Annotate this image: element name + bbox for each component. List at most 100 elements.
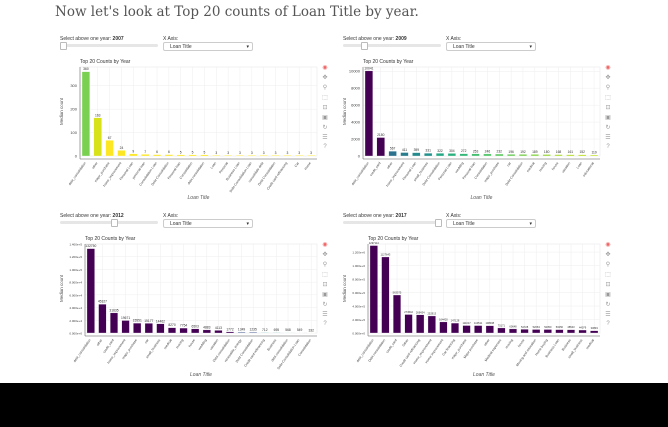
bar-value-label: 110511 [474, 321, 483, 325]
bar [214, 330, 223, 334]
x-tick-label: Business [266, 338, 277, 352]
bar-value-label: 6 [168, 150, 170, 154]
tap-icon[interactable]: ☰ [605, 135, 611, 141]
bar-value-label: 1127643 [380, 252, 390, 256]
reset-icon[interactable]: ↻ [605, 302, 611, 308]
bar [485, 325, 494, 334]
chart-panel-2007: Select above one year: 2007 X Axis: Loan T… [55, 34, 333, 206]
slider-handle[interactable] [110, 219, 118, 227]
box-select-icon[interactable]: ⊡ [605, 105, 611, 111]
y-tick-label: 2000 [351, 137, 361, 142]
tap-icon[interactable]: ☰ [322, 312, 328, 318]
box-zoom-icon[interactable]: ⬚ [605, 95, 611, 101]
year-slider[interactable] [60, 219, 158, 227]
x-axis-select[interactable]: Loan Title [163, 219, 253, 229]
x-tick-label: house [551, 161, 560, 171]
bar-value-label: 712 [262, 328, 268, 332]
bokeh-logo-icon[interactable]: ◉ [322, 242, 328, 248]
bar [93, 117, 102, 157]
x-tick-label: moving [175, 338, 184, 349]
reset-icon[interactable]: ↻ [605, 125, 611, 131]
help-icon[interactable]: ? [606, 144, 610, 150]
bokeh-logo-icon[interactable]: ◉ [605, 242, 611, 248]
bar [235, 155, 245, 157]
bar [566, 154, 575, 157]
x-tick-label: other [386, 161, 394, 170]
x-tick-label: Loan [210, 161, 218, 169]
pan-icon[interactable]: ✥ [605, 252, 611, 258]
bar [200, 154, 209, 157]
box-zoom-icon[interactable]: ⬚ [605, 272, 611, 278]
bokeh-logo-icon[interactable]: ◉ [605, 65, 611, 71]
year-slider[interactable] [343, 42, 441, 50]
save-icon[interactable]: ▣ [605, 115, 611, 121]
bar [224, 155, 233, 157]
bar [435, 153, 445, 157]
pan-icon[interactable]: ✥ [322, 252, 328, 258]
bar [393, 294, 401, 334]
reset-icon[interactable]: ↻ [322, 302, 328, 308]
slider-handle[interactable] [435, 219, 442, 227]
bar-value-label: 695 [274, 328, 280, 332]
bar-value-label: 189 [532, 150, 538, 154]
bar [483, 153, 492, 157]
box-select-icon[interactable]: ⊡ [605, 282, 611, 288]
x-axis-select[interactable]: Loan Title [446, 219, 536, 229]
box-zoom-icon[interactable]: ⬚ [322, 272, 328, 278]
bar-value-label: 331 [425, 149, 431, 153]
wheel-zoom-icon[interactable]: ⚲ [605, 85, 611, 91]
slider-handle[interactable] [361, 42, 369, 50]
year-slider[interactable] [343, 219, 442, 227]
box-select-icon[interactable]: ⊡ [322, 282, 328, 288]
bokeh-logo-icon[interactable]: ◉ [322, 65, 328, 71]
bar [307, 155, 316, 157]
wheel-zoom-icon[interactable]: ⚲ [322, 262, 328, 268]
bar-value-label: 5 [204, 150, 206, 154]
x-axis-select[interactable]: Loan Title [446, 42, 536, 52]
pan-icon[interactable]: ✥ [322, 75, 328, 81]
bar-value-label: 253 [473, 149, 479, 153]
slider-handle[interactable] [60, 42, 67, 50]
x-tick-label: other [96, 338, 104, 347]
save-icon[interactable]: ▣ [605, 292, 611, 298]
y-tick-label: 6.000e+4 [69, 293, 82, 297]
year-slider[interactable] [60, 42, 158, 50]
x-tick-label: Home [304, 161, 312, 171]
bar-value-label: 246 [485, 149, 491, 153]
bar [191, 328, 200, 334]
x-tick-label: debt_consolidation [73, 338, 92, 363]
bar-value-label: 399 [414, 148, 420, 152]
help-icon[interactable]: ? [323, 321, 327, 327]
bar-value-label: 3 [310, 151, 312, 155]
help-icon[interactable]: ? [323, 144, 327, 150]
wheel-zoom-icon[interactable]: ⚲ [605, 262, 611, 268]
y-tick-label: 2.000e+4 [69, 319, 82, 323]
save-icon[interactable]: ▣ [322, 115, 328, 121]
slider-label-prefix: Select above one year: [343, 213, 395, 219]
wheel-zoom-icon[interactable]: ⚲ [322, 85, 328, 91]
section-heading: Now let's look at Top 20 counts of Loan … [55, 4, 419, 20]
tap-icon[interactable]: ☰ [322, 135, 328, 141]
bar-value-label: 1235 [250, 328, 258, 332]
save-icon[interactable]: ▣ [322, 292, 328, 298]
box-select-icon[interactable]: ⊡ [322, 105, 328, 111]
slider-year-value: 2012 [112, 213, 124, 219]
bar-value-label: 15177 [144, 319, 153, 323]
bar-value-label: 50250 [556, 325, 564, 329]
x-tick-label: medical [163, 338, 173, 350]
year-slider-label: Select above one year: 2012 [60, 213, 124, 219]
help-icon[interactable]: ? [606, 321, 610, 327]
tap-icon[interactable]: ☰ [605, 312, 611, 318]
bar [369, 245, 378, 334]
bar [86, 248, 95, 334]
bar [129, 153, 138, 157]
reset-icon[interactable]: ↻ [322, 125, 328, 131]
bar [212, 155, 221, 157]
pan-icon[interactable]: ✥ [605, 75, 611, 81]
y-axis-title: Median count [59, 274, 64, 302]
box-zoom-icon[interactable]: ⬚ [322, 95, 328, 101]
bar [295, 155, 304, 157]
bar [400, 152, 409, 157]
x-axis-select[interactable]: Loan Title [163, 42, 253, 52]
bar [424, 153, 433, 157]
